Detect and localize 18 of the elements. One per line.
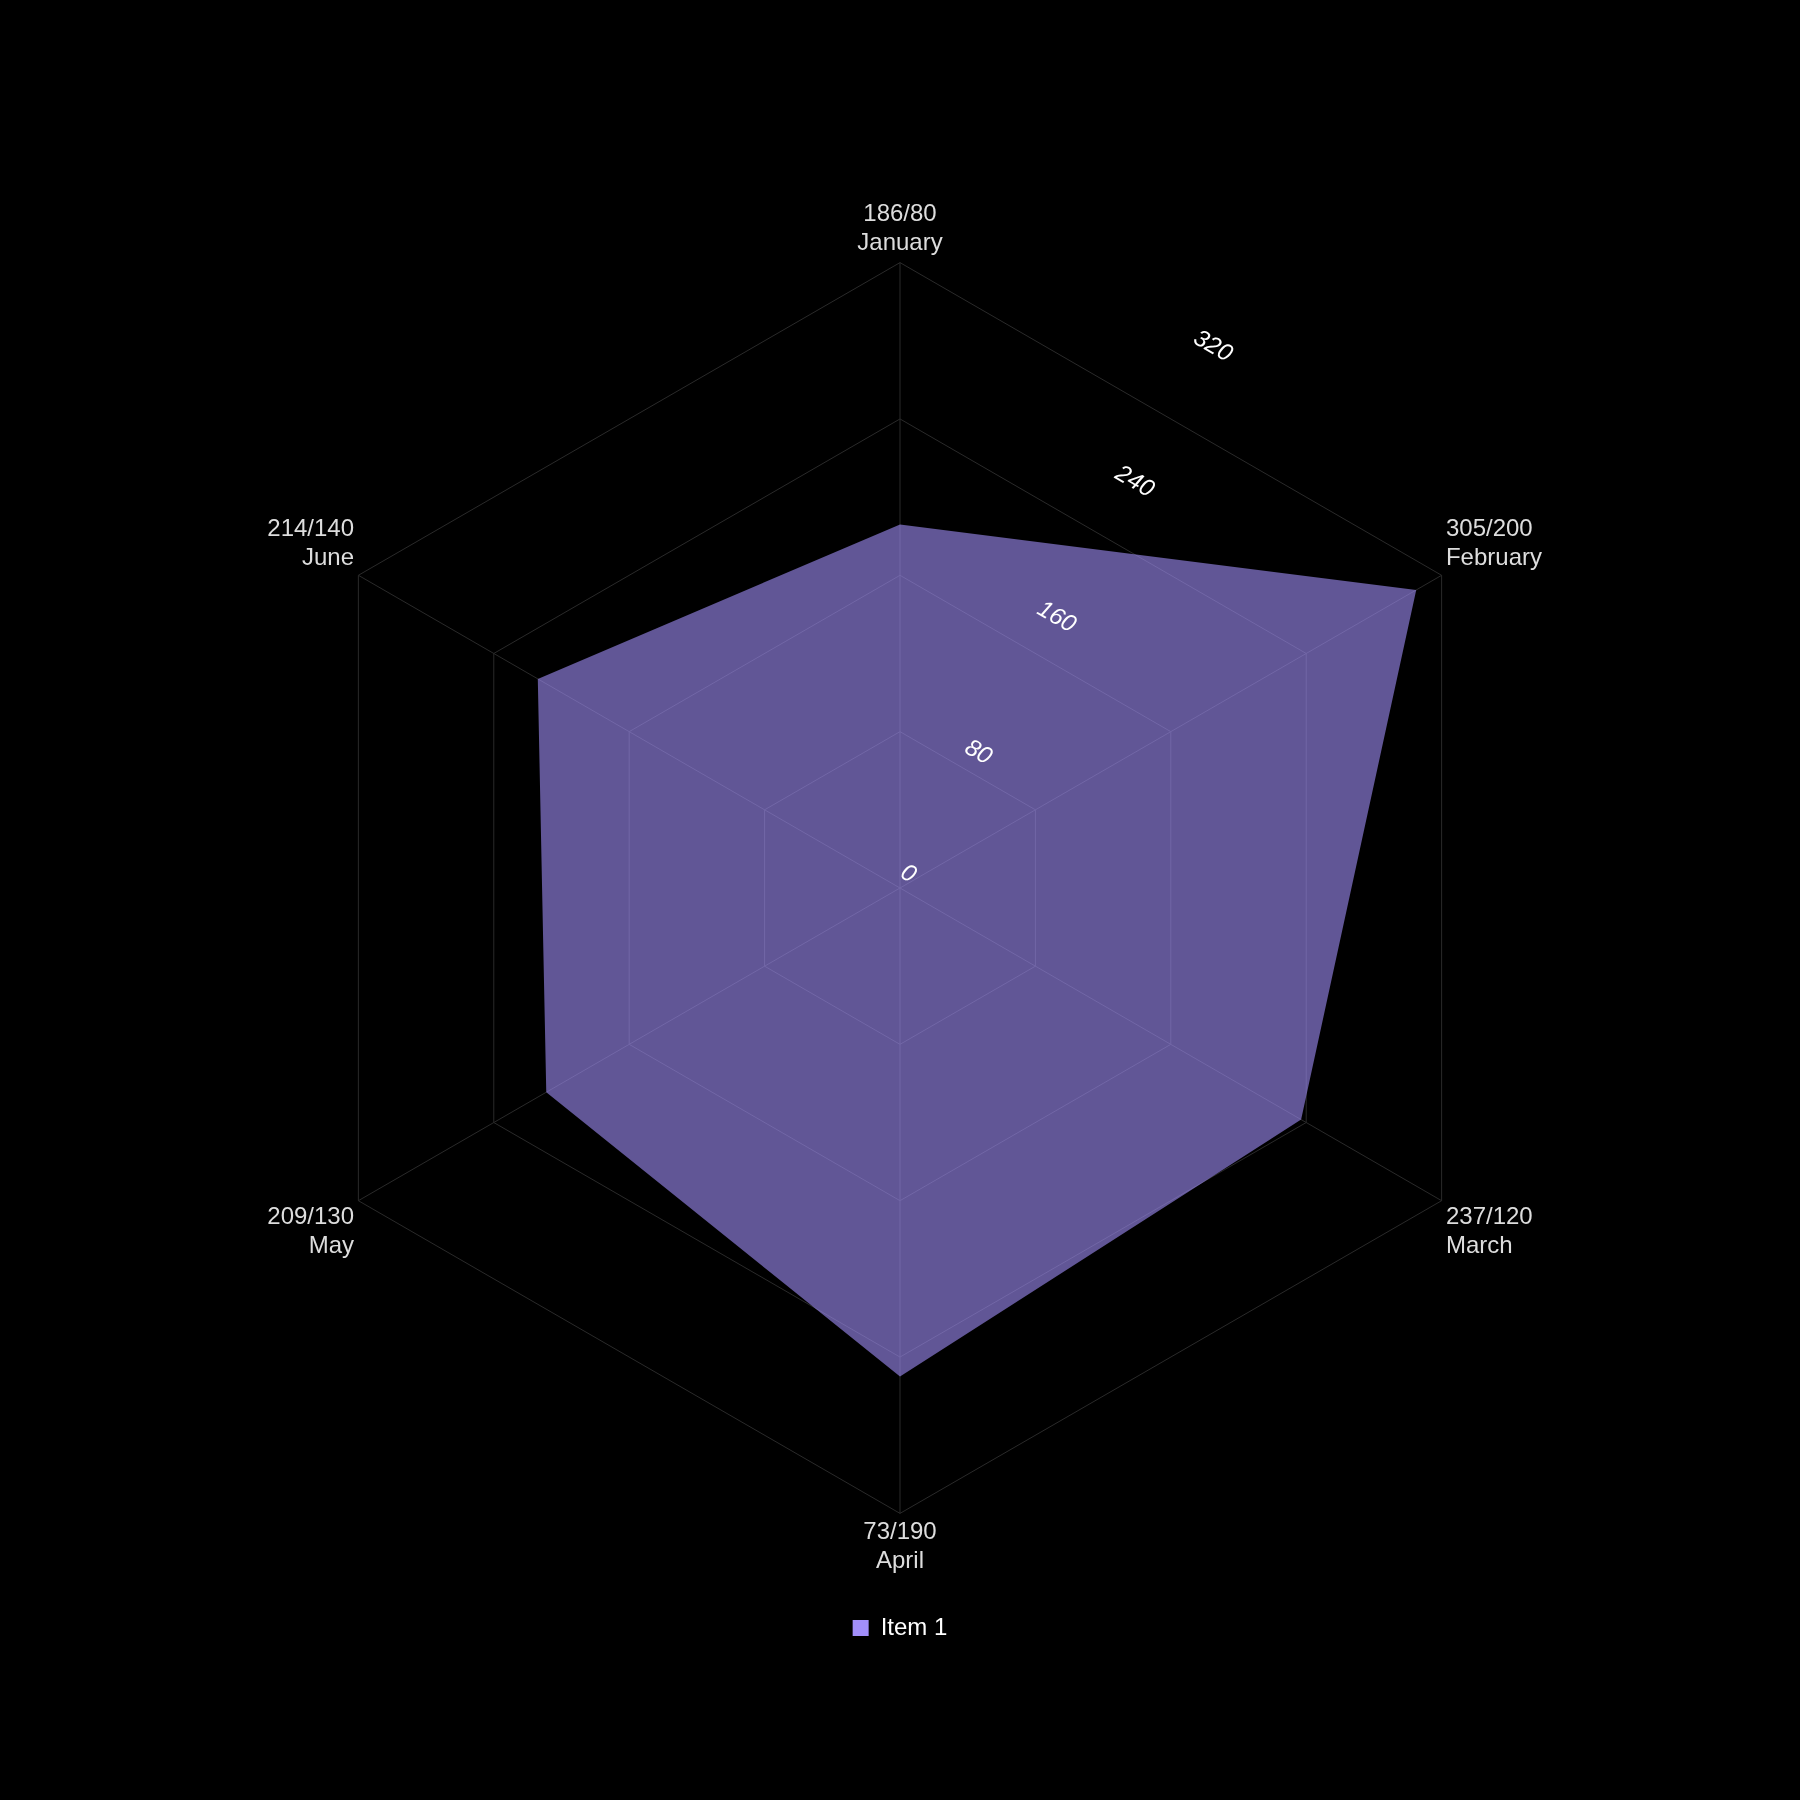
y-tick-label: 0 <box>896 857 923 888</box>
spoke-label: June <box>302 543 355 571</box>
text: 186/80 <box>863 199 937 227</box>
text: 305/200 <box>1445 514 1533 542</box>
y-tick-label: 240 <box>1110 458 1161 503</box>
y-tick-label: 160 <box>1033 593 1082 638</box>
spoke-label: March <box>1445 1231 1513 1259</box>
spoke-label: April <box>875 1546 925 1574</box>
y-tick-label: 80 <box>960 732 998 770</box>
spoke-label: January <box>857 227 943 255</box>
spoke-label: February <box>1445 543 1542 571</box>
spoke-label: May <box>308 1231 355 1259</box>
legend-label: Item 1 <box>880 1612 948 1640</box>
y-tick-label: 320 <box>1189 323 1239 367</box>
text: 237/120 <box>1445 1202 1533 1230</box>
text: 73/190 <box>863 1517 937 1545</box>
text: 214/140 <box>267 514 355 542</box>
text: 209/130 <box>267 1202 355 1230</box>
